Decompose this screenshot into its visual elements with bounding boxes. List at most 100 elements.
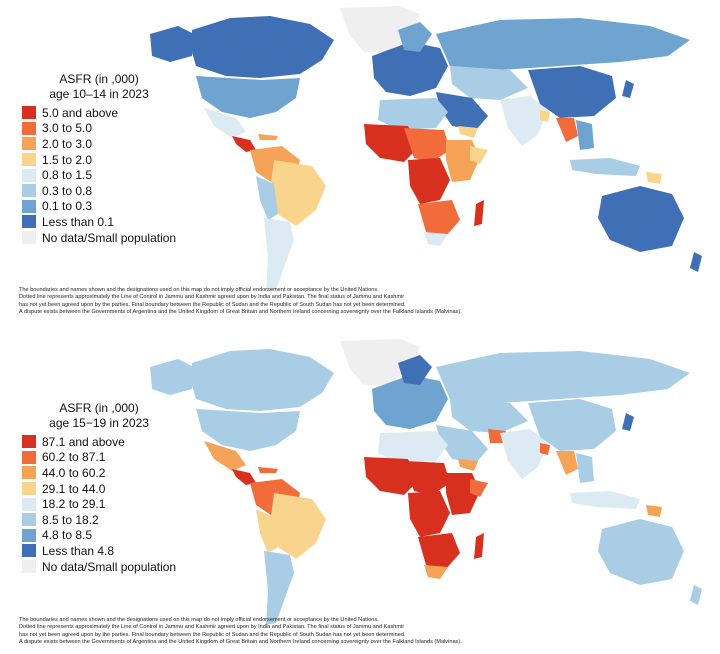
region-japan <box>622 80 634 98</box>
region-new-zealand <box>690 585 702 605</box>
region-scandinavia <box>398 22 432 52</box>
legend-swatch <box>22 199 36 213</box>
region-argentina-chile <box>264 551 294 625</box>
region-south-africa <box>424 565 448 579</box>
region-australia <box>598 519 684 585</box>
legend-label: No data/Small population <box>42 230 177 245</box>
legend-label: 18.2 to 29.1 <box>42 497 106 512</box>
region-greenland <box>340 6 420 52</box>
region-mexico <box>204 441 246 471</box>
legend-label: 4.8 to 8.5 <box>42 528 93 543</box>
region-myanmar-laos <box>556 118 578 142</box>
region-central-africa <box>408 491 450 537</box>
legend-swatch <box>22 450 36 464</box>
region-south-asia <box>500 96 548 146</box>
region-greenland <box>340 339 420 385</box>
legend-item: 0.8 to 1.5 <box>22 167 176 183</box>
legend-swatch <box>22 215 36 229</box>
region-central-asia <box>450 66 528 100</box>
legend-item: 18.2 to 29.1 <box>22 496 176 512</box>
legend-label: 8.5 to 18.2 <box>42 512 99 527</box>
legend-title-line-1: ASFR (in ,000) <box>59 401 139 415</box>
region-europe <box>372 42 448 96</box>
legend-title: ASFR (in ,000) age 15−19 in 2023 <box>22 401 176 431</box>
region-usa <box>196 409 300 451</box>
region-madagascar <box>474 200 484 226</box>
region-north-africa <box>378 431 448 463</box>
legend: ASFR (in ,000) age 10–14 in 2023 5.0 and… <box>22 72 176 245</box>
legend-item: Less than 0.1 <box>22 214 176 230</box>
region-new-zealand <box>690 252 702 272</box>
legend-title-line-2: age 15−19 in 2023 <box>49 416 149 430</box>
legend-label: 3.0 to 5.0 <box>42 121 93 136</box>
region-middle-east <box>436 425 488 463</box>
region-usa <box>196 76 300 118</box>
region-indochina <box>576 120 594 150</box>
legend-label: Less than 4.8 <box>42 543 115 558</box>
region-myanmar-laos <box>556 451 578 475</box>
disclaimer-line: has not yet been agreed upon by the part… <box>19 301 406 308</box>
region-south-asia <box>500 429 548 479</box>
legend-item: 2.0 to 3.0 <box>22 136 176 152</box>
region-sahel <box>404 128 450 162</box>
region-indochina <box>576 453 594 483</box>
legend-item: 5.0 and above <box>22 105 176 121</box>
region-peru-bolivia <box>256 176 278 220</box>
region-europe <box>372 375 448 429</box>
region-bangladesh <box>540 110 550 122</box>
region-central-africa <box>408 158 450 204</box>
region-yemen <box>458 459 478 471</box>
map-panel-age-15-19: ASFR (in ,000) age 15−19 in 2023 87.1 an… <box>0 333 720 654</box>
region-indonesia <box>570 491 640 509</box>
region-canada <box>192 349 334 411</box>
region-png <box>646 505 662 517</box>
region-alaska <box>150 359 194 395</box>
disclaimer-line: The boundaries and names shown and the d… <box>19 617 379 623</box>
legend-label: 5.0 and above <box>42 105 119 120</box>
region-indonesia <box>570 158 640 176</box>
legend-label: 60.2 to 87.1 <box>42 450 106 465</box>
legend-label: 87.1 and above <box>42 434 125 449</box>
region-japan <box>622 413 634 431</box>
region-canada <box>192 16 334 78</box>
region-argentina-chile <box>264 218 294 292</box>
disclaimer-line: A dispute exists between the Governments… <box>19 639 462 646</box>
legend-label: Less than 0.1 <box>42 214 115 229</box>
region-png <box>646 172 662 184</box>
legend-item: 60.2 to 87.1 <box>22 450 176 466</box>
region-australia <box>598 186 684 252</box>
world-choropleth-map <box>150 339 702 625</box>
legend-item: 0.1 to 0.3 <box>22 199 176 215</box>
disclaimer-line: A dispute exists between the Governments… <box>19 309 462 316</box>
map-disclaimer: The boundaries and names shown and the d… <box>19 287 559 317</box>
region-west-africa <box>364 124 418 162</box>
world-choropleth-map <box>150 6 702 292</box>
legend-swatch <box>22 482 36 496</box>
region-sahel <box>404 461 450 495</box>
region-brazil <box>270 493 326 559</box>
legend-label: 2.0 to 3.0 <box>42 136 93 151</box>
region-brazil <box>270 160 326 226</box>
legend-swatch <box>22 137 36 151</box>
legend-item: 87.1 and above <box>22 434 176 450</box>
region-horn-africa <box>470 146 488 164</box>
region-caribbean <box>258 134 278 140</box>
legend-swatch <box>22 466 36 480</box>
legend-label: 0.8 to 1.5 <box>42 168 93 183</box>
legend-label: 0.3 to 0.8 <box>42 183 93 198</box>
legend-item: 1.5 to 2.0 <box>22 152 176 168</box>
legend-item: No data/Small population <box>22 559 176 575</box>
region-horn-africa <box>470 479 488 497</box>
disclaimer-line: The boundaries and names shown and the d… <box>19 287 379 293</box>
legend-item: 0.3 to 0.8 <box>22 183 176 199</box>
region-southern-africa <box>418 200 460 236</box>
map-panel-age-10-14: ASFR (in ,000) age 10–14 in 2023 5.0 and… <box>19 6 702 317</box>
region-southern-africa <box>418 533 460 569</box>
region-central-asia <box>450 399 528 433</box>
legend-swatch <box>22 231 36 245</box>
region-china <box>528 66 616 118</box>
region-middle-east <box>436 92 488 130</box>
region-peru-bolivia <box>256 509 278 553</box>
legend-swatch <box>22 513 36 527</box>
region-central-america <box>232 469 256 485</box>
